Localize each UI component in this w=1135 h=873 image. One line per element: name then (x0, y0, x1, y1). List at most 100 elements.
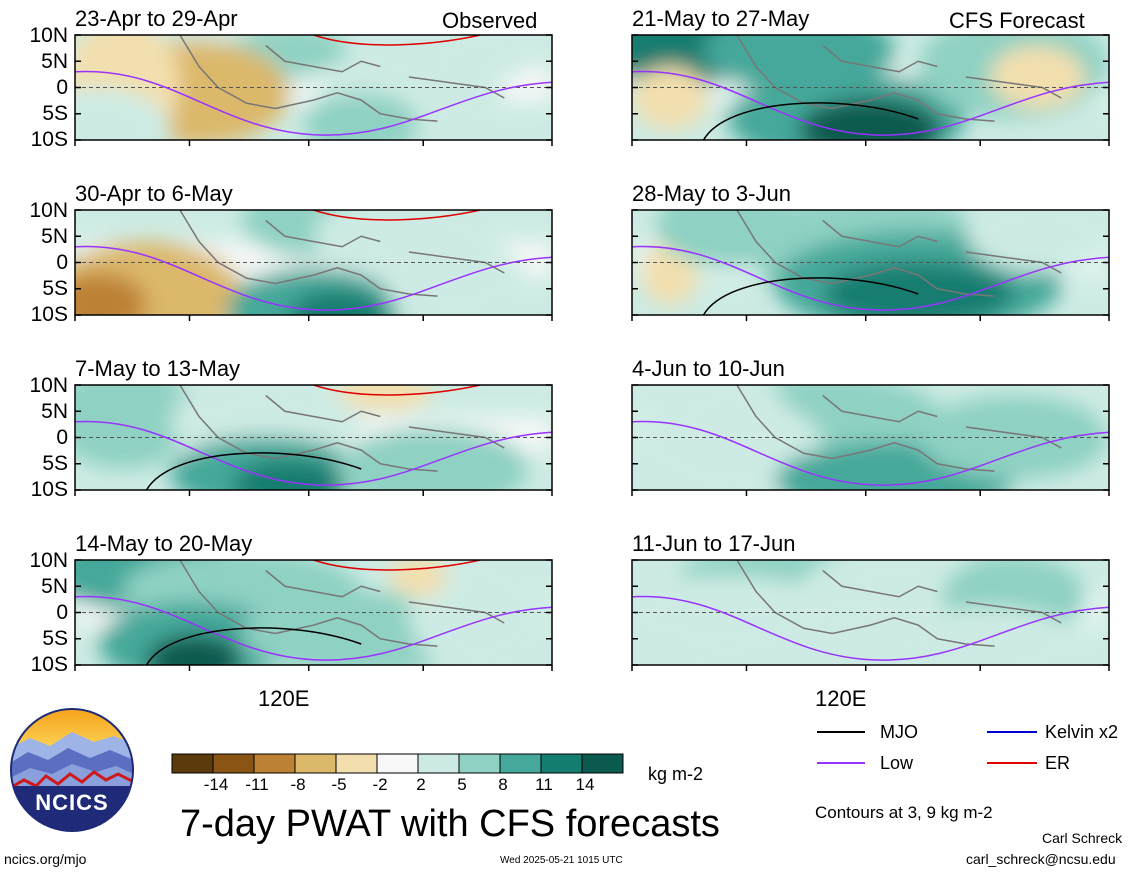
lon-label: 120E (815, 686, 867, 711)
low-contour (632, 595, 1109, 661)
lat-label: 5S (42, 102, 68, 125)
er-contour (313, 35, 481, 46)
coastline (179, 35, 438, 122)
lat-label: 10S (30, 478, 68, 501)
colorbar-tick-label: -14 (203, 775, 229, 794)
colorbar-tick-label: -11 (245, 775, 269, 794)
coastline (179, 210, 438, 297)
panel-title-3: 7-May to 13-May (75, 356, 241, 381)
mjo-contour (145, 452, 362, 490)
coastline (179, 385, 438, 472)
colorbar-unit: kg m-2 (648, 764, 704, 784)
colorbar-swatch (376, 753, 419, 774)
panel-title-6: 28-May to 3-Jun (632, 181, 791, 206)
colorbar-swatch (581, 753, 624, 774)
low-contour (75, 245, 552, 311)
lat-label: 10S (30, 303, 68, 326)
coastline (408, 601, 505, 624)
er-contour (313, 560, 481, 571)
map-panel (631, 384, 1110, 496)
lat-label: 5N (41, 400, 68, 423)
coastline (408, 426, 505, 449)
coastline (822, 394, 938, 423)
coastline (736, 385, 995, 472)
map-panel (631, 209, 1110, 321)
lat-label: 10N (29, 24, 68, 47)
colorbar-tick-label: 2 (416, 775, 426, 794)
low-contour (632, 420, 1109, 486)
colorbar-tick-label: -8 (290, 775, 306, 794)
lat-label: 5N (41, 225, 68, 248)
colorbar (171, 753, 624, 774)
coastline (822, 44, 938, 73)
low-contour (75, 70, 552, 136)
coastline (736, 560, 995, 647)
colorbar-tick-label: 5 (457, 775, 467, 794)
colorbar-tick-label: 11 (535, 775, 553, 794)
colorbar-tick-label: -2 (372, 775, 388, 794)
colorbar-swatch (335, 753, 378, 774)
colorbar-swatch (212, 753, 255, 774)
panel-title-1: 23-Apr to 29-Apr (75, 6, 238, 31)
panel-title-5: 21-May to 27-May (632, 6, 810, 31)
observed-label: Observed (442, 8, 538, 33)
lat-label: 10N (29, 374, 68, 397)
panel-title-7: 4-Jun to 10-Jun (632, 356, 785, 381)
forecast-label: CFS Forecast (949, 8, 1085, 33)
coastline (965, 76, 1062, 99)
panel-title-8: 11-Jun to 17-Jun (632, 531, 796, 556)
coastline (408, 251, 505, 274)
footer-author: Carl Schreck (1042, 830, 1123, 846)
map-panel (631, 559, 1110, 671)
lat-label: 0 (56, 426, 68, 449)
colorbar-tick-label: -5 (331, 775, 347, 794)
logo-text: NCICS (35, 790, 109, 815)
panel-title-4: 14-May to 20-May (75, 531, 253, 556)
lat-label: 5S (42, 452, 68, 475)
low-contour (75, 420, 552, 486)
lat-label: 0 (56, 251, 68, 274)
coastline (408, 76, 505, 99)
colorbar-swatch (253, 753, 296, 774)
lat-label: 10S (30, 653, 68, 676)
colorbar-tick-label: 8 (498, 775, 508, 794)
coastline (265, 44, 381, 73)
colorbar-swatch (171, 753, 214, 774)
coastline (265, 219, 381, 248)
lat-label: 5N (41, 50, 68, 73)
coastline (736, 210, 995, 297)
mjo-contour (702, 277, 919, 315)
low-contour (632, 245, 1109, 311)
map-panel (74, 384, 553, 496)
colorbar-swatch (499, 753, 542, 774)
mjo-contour (702, 102, 919, 140)
low-contour (75, 595, 552, 661)
legend-label-er: ER (1045, 753, 1071, 773)
legend-label-kelvin: Kelvin x2 (1045, 722, 1119, 742)
lat-label: 5N (41, 575, 68, 598)
lat-label: 5S (42, 627, 68, 650)
main-title: 7-day PWAT with CFS forecasts (180, 803, 720, 845)
er-contour (313, 210, 481, 221)
coastline (965, 601, 1062, 624)
lat-label: 5S (42, 277, 68, 300)
map-panel (631, 34, 1110, 146)
coastline (179, 560, 438, 647)
coastline (822, 569, 938, 598)
lat-label: 10S (30, 128, 68, 151)
legend-label-mjo: MJO (880, 722, 918, 742)
lat-label: 10N (29, 199, 68, 222)
coastline (965, 251, 1062, 274)
lon-label: 120E (258, 686, 310, 711)
legend-swatches (817, 731, 1037, 764)
er-contour (313, 385, 481, 396)
map-panel (74, 559, 553, 671)
colorbar-tick-label: 14 (575, 775, 595, 794)
map-panel (74, 34, 553, 146)
legend-label-low: Low (880, 753, 914, 773)
footer-url: ncics.org/mjo (4, 851, 87, 867)
low-contour (632, 70, 1109, 136)
lat-label: 0 (56, 76, 68, 99)
coastline (736, 35, 995, 122)
coastline (265, 569, 381, 598)
